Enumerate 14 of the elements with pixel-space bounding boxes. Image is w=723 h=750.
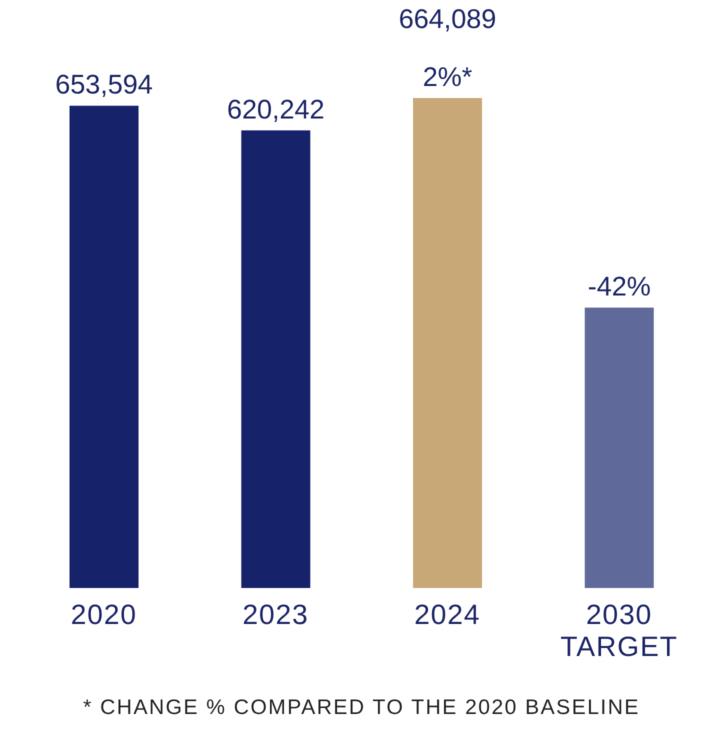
text: * CHANGE % COMPARED TO THE 2020 BASELINE [82,696,641,720]
x-tick-label: 2024 [414,599,481,630]
data-label: 664,089 [398,4,496,34]
x-tick-label: 2023 [242,599,309,630]
bar [413,98,482,588]
bar [70,106,139,588]
annotation: 2%* [422,62,473,92]
bar [584,308,654,588]
data-label: 653,594 [55,70,153,100]
bar [241,130,310,588]
x-tick-label: 2030 TARGET [560,599,678,662]
annotation: -42% [588,272,651,302]
data-label: 620,242 [226,94,325,124]
x-tick-label: 2020 [70,599,138,630]
